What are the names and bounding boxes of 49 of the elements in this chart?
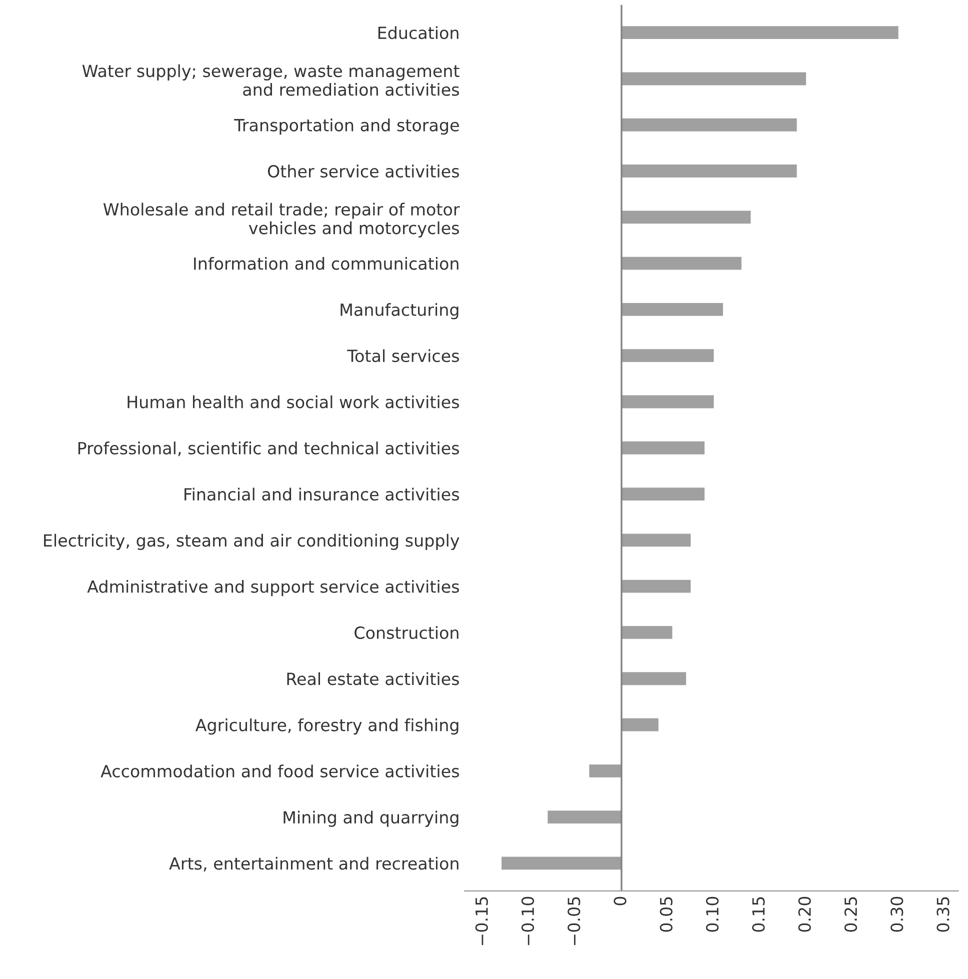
y-tick-label: Construction [354, 626, 458, 640]
bar [589, 764, 622, 778]
bar [502, 856, 622, 870]
bar [622, 626, 672, 639]
bar [622, 72, 806, 86]
y-tick-label: Electricity, gas, steam and air conditioning supply [44, 534, 460, 550]
bar [622, 534, 691, 547]
x-tick-label: 0.20 [798, 896, 811, 932]
y-tick-label: Accommodation and food service activities [100, 764, 459, 778]
y-tick-label: Information and communication [194, 256, 458, 270]
y-tick-label: Education [378, 26, 458, 40]
bar [622, 302, 724, 316]
bar [622, 256, 742, 270]
y-tick-label: Mining and quarrying [284, 810, 458, 827]
y-tick-label: Administrative and support service activities [87, 580, 459, 596]
y-tick-label: Transportation and storage [234, 118, 459, 135]
x-tick-label: −0.15 [475, 897, 488, 946]
y-tick-label: Manufacturing [340, 303, 458, 320]
bar [622, 395, 714, 408]
y-tick-label: Total services [347, 349, 459, 362]
y-tick-label: Financial and insurance activities [184, 488, 459, 501]
y-tick-label: Real estate activities [287, 672, 459, 686]
x-tick-label: 0 [614, 896, 626, 906]
x-tick-label: 0.30 [890, 896, 904, 932]
x-tick-label: 0.10 [706, 896, 719, 932]
bar [622, 210, 751, 224]
bar [622, 164, 797, 178]
y-tick-label: Water supply; sewerage, waste management and remediation activities [82, 64, 460, 96]
bar [622, 349, 714, 362]
bar [622, 488, 705, 500]
x-tick-label: −0.05 [568, 897, 580, 946]
y-tick-label: Wholesale and retail trade; repair of motor vehicles and motorcycles [103, 202, 460, 238]
bar [548, 810, 622, 824]
y-tick-label: Professional, scientific and technical activities [78, 442, 459, 456]
bar [622, 441, 705, 454]
y-tick-label: Other service activities [268, 164, 459, 178]
y-tick-label: Agriculture, forestry and fishing [195, 718, 458, 735]
x-tick-label: −0.10 [521, 896, 534, 946]
bar [622, 26, 898, 40]
x-tick-label: 0.05 [660, 897, 672, 932]
x-tick-label: 0.25 [844, 897, 858, 932]
y-tick-label: Human health and social work activities [128, 395, 459, 408]
bar [622, 718, 658, 732]
bar [622, 118, 797, 132]
bar [622, 580, 691, 593]
y-tick-label: Arts, entertainment and recreation [169, 856, 458, 872]
bar [622, 672, 686, 686]
x-tick-label: 0.15 [752, 897, 765, 932]
x-tick-label: 0.35 [936, 897, 950, 932]
